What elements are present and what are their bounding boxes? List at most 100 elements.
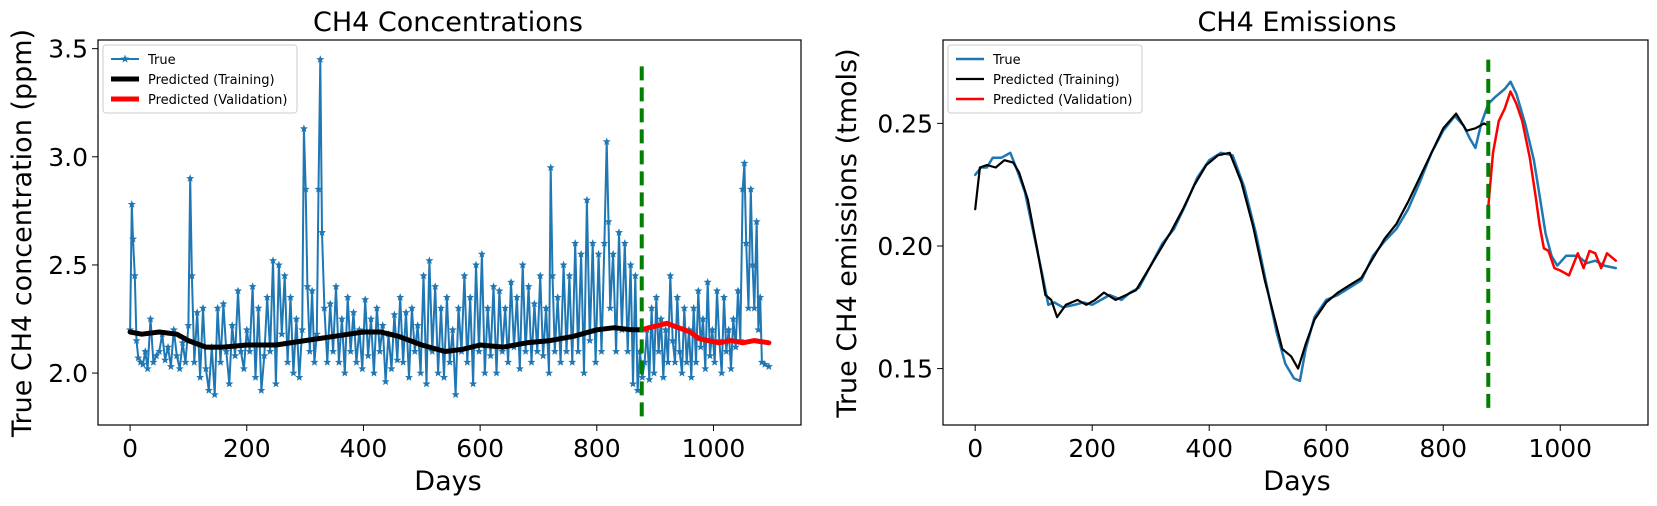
data-point: [629, 379, 637, 388]
data-point: [440, 373, 448, 381]
data-point: [312, 330, 321, 338]
data-point: [501, 304, 510, 312]
data-point: [647, 304, 656, 312]
data-point: [604, 217, 613, 226]
data-point: [722, 347, 731, 355]
data-point: [562, 347, 571, 355]
data-point: [372, 304, 381, 312]
data-point: [740, 159, 749, 167]
data-point: [222, 347, 231, 355]
x-tick-label: 1000: [682, 434, 746, 463]
data-point: [600, 239, 609, 247]
data-point: [626, 260, 635, 269]
data-point: [713, 286, 721, 295]
data-point: [298, 325, 307, 334]
data-point: [370, 368, 378, 377]
data-point: [612, 347, 621, 355]
data-point: [530, 299, 539, 308]
y-axis-label: True CH4 emissions (tmols): [832, 48, 863, 418]
data-point: [442, 293, 451, 301]
data-point: [196, 373, 205, 381]
data-point: [129, 234, 137, 243]
data-point: [216, 358, 225, 366]
data-point: [184, 321, 193, 329]
data-point: [405, 373, 413, 381]
data-point: [585, 336, 594, 344]
data-point: [527, 358, 536, 366]
data-point: [239, 364, 248, 373]
data-point: [504, 358, 513, 366]
data-point: [402, 308, 410, 316]
panel-ch4-emissions: CH4 Emissions 0 200 400 600 800 10000.150.200…: [832, 7, 1649, 497]
data-point: [413, 321, 422, 329]
data-point: [320, 304, 329, 312]
data-point: [550, 347, 559, 355]
data-point: [748, 260, 757, 269]
data-point: [606, 304, 615, 312]
data-point: [678, 368, 686, 377]
data-point: [489, 282, 498, 290]
series-line-true: [973, 80, 1618, 383]
data-point: [673, 293, 682, 301]
data-point: [486, 351, 495, 360]
panel-ch4-concentrations: CH4 Concentrations 0 200 400 600 800 1000 2.0 2…: [7, 7, 802, 497]
data-point: [271, 379, 280, 388]
data-point: [460, 271, 469, 280]
data-point: [731, 342, 740, 351]
data-point: [657, 314, 665, 323]
data-point: [750, 304, 759, 312]
data-point: [744, 304, 753, 312]
data-point: [512, 293, 521, 301]
data-point: [545, 368, 553, 377]
data-point: [609, 249, 618, 258]
data-point: [130, 271, 139, 280]
data-point: [469, 379, 478, 388]
data-point: [201, 364, 210, 373]
data-point: [367, 314, 375, 323]
data-point: [134, 353, 143, 362]
data-point: [308, 286, 317, 295]
data-point: [387, 364, 396, 373]
legend-label: Predicted (Validation): [148, 93, 288, 108]
data-point: [696, 342, 705, 351]
series-line-predicted-training: [974, 112, 1490, 370]
data-point: [580, 368, 588, 377]
data-point: [266, 347, 275, 355]
data-point: [172, 351, 181, 360]
y-tick-label: 0.15: [877, 355, 933, 384]
data-point: [245, 347, 254, 355]
data-point: [472, 260, 480, 269]
data-point: [289, 368, 298, 377]
data-point: [310, 358, 319, 366]
data-point: [138, 360, 147, 368]
data-point: [498, 347, 507, 355]
data-point: [393, 355, 402, 364]
data-point: [454, 304, 463, 312]
data-point: [340, 368, 349, 377]
data-point: [335, 358, 343, 366]
data-point: [734, 286, 742, 295]
data-point: [645, 375, 654, 383]
series-line-predicted-validation: [1487, 90, 1618, 277]
data-point: [539, 351, 548, 360]
data-point: [687, 373, 696, 381]
data-point: [594, 249, 603, 258]
data-point: [431, 282, 440, 290]
data-point: [666, 271, 675, 280]
data-point: [355, 325, 364, 334]
data-point: [187, 271, 196, 280]
data-point: [225, 379, 234, 388]
x-tick-label: 600: [456, 434, 504, 463]
data-point: [568, 358, 577, 366]
data-point: [724, 325, 733, 334]
data-point: [396, 293, 405, 301]
data-point: [286, 293, 295, 301]
data-point: [257, 386, 266, 394]
data-point: [303, 282, 312, 290]
data-point: [228, 321, 237, 329]
data-point: [161, 355, 170, 364]
data-point: [451, 390, 460, 399]
data-point: [742, 239, 751, 247]
data-point: [689, 304, 698, 312]
